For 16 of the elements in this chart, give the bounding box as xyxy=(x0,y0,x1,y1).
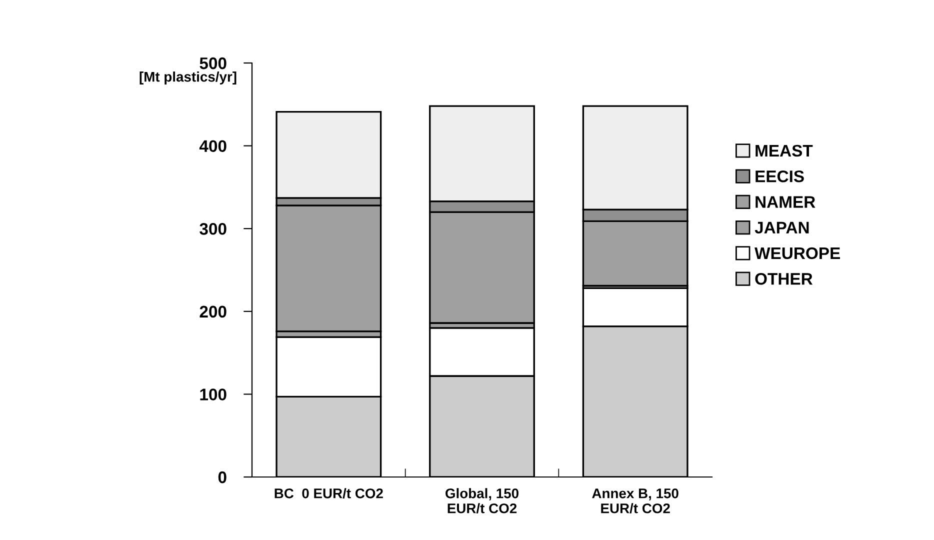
x-tick-label: Annex B, 150 EUR/t CO2 xyxy=(592,488,678,514)
legend-label: JAPAN xyxy=(754,222,809,234)
y-tick-label: 500 xyxy=(200,57,226,70)
legend-label: NAMER xyxy=(756,196,816,208)
x-tick-label: BC 0 EUR/t CO2 xyxy=(274,488,383,498)
legend-label: EECIS xyxy=(756,170,804,182)
x-tick-label: Global, 150 EUR/t CO2 xyxy=(446,488,518,514)
y-axis-title: [Mt plastics/yr] xyxy=(140,72,236,84)
y-tick-label: 200 xyxy=(200,306,226,318)
y-tick-label: 100 xyxy=(200,388,226,400)
y-tick-label: 400 xyxy=(199,140,226,152)
legend-label: OTHER xyxy=(755,272,813,285)
y-tick-label: 300 xyxy=(200,223,226,235)
legend-label: WEUROPE xyxy=(754,247,840,260)
legend-label: MEAST xyxy=(756,144,813,157)
y-tick-label: 0 xyxy=(218,471,226,484)
